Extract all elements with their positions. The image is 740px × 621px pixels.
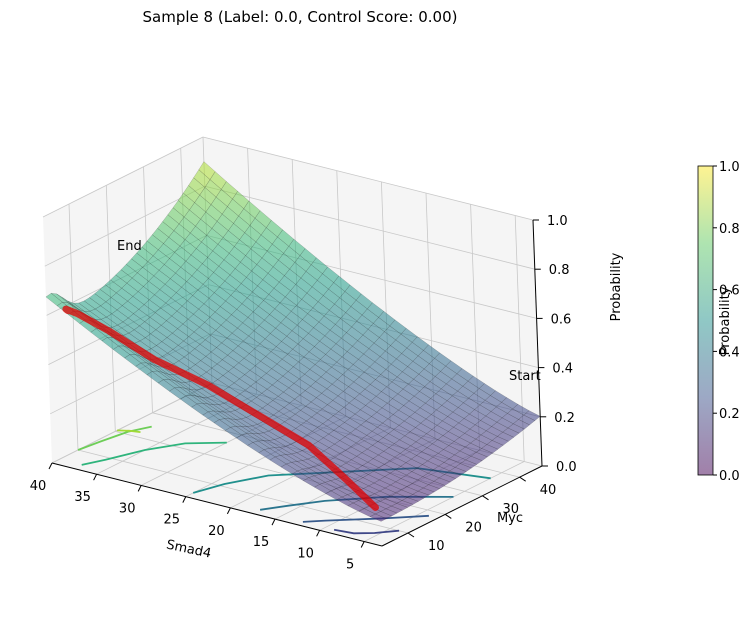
colorbar-gradient: [697, 165, 714, 476]
x-tick-mark: [93, 473, 98, 481]
colorbar-tick-label: 0.4: [719, 345, 740, 360]
y-tick-mark: [482, 495, 489, 501]
x-tick-label: 5: [346, 558, 354, 573]
z-tick-label: 0.8: [549, 263, 570, 278]
x-tick-mark: [316, 530, 321, 537]
colorbar-tick-label: 1.0: [719, 160, 740, 175]
y-tick-mark: [445, 513, 452, 519]
y-tick-label: 30: [503, 502, 520, 517]
surface-cell: [459, 459, 478, 469]
z-tick-label: 0.6: [551, 312, 572, 327]
probability-surface: [45, 161, 541, 522]
z-tick-label: 0.4: [552, 362, 573, 377]
x-tick-mark: [271, 518, 276, 526]
contour-line: [302, 514, 429, 523]
contour-line: [333, 528, 400, 535]
colorbar-tick-label: 0.0: [719, 469, 740, 484]
x-tick-label: 10: [297, 546, 314, 561]
z-axis-label: Probability: [609, 252, 624, 321]
x-tick-mark: [182, 496, 187, 503]
x-tick-mark: [360, 541, 365, 548]
x-tick-mark: [48, 462, 53, 470]
contour-line: [81, 441, 227, 466]
tick-labels: 40 35 30 25 20 15 10 5 10 20 30 40 0.0 0.2 0.4 0.6 0.8 1.…: [30, 214, 577, 573]
trajectory-end-label: End: [117, 239, 142, 254]
y-axis-label: Myc: [497, 511, 523, 526]
x-tick-mark: [226, 507, 231, 515]
x-tick-label: 25: [164, 513, 181, 528]
surface-cell: [518, 414, 536, 426]
z-tick-label: 0.0: [556, 460, 577, 475]
surface-cell: [481, 444, 499, 454]
contour-line: [117, 429, 141, 433]
axis-lines: [48, 219, 548, 548]
x-tick-mark: [137, 485, 142, 492]
y-tick-label: 40: [540, 483, 557, 498]
y-tick-mark: [519, 476, 526, 482]
surface-cell: [369, 513, 387, 522]
y-tick-label: 10: [428, 539, 445, 554]
z-grid-line: [202, 136, 534, 221]
y-tick-mark: [407, 532, 415, 538]
z-tick-label: 0.2: [554, 411, 575, 426]
z-grid-line: [42, 136, 204, 218]
y-tick-label: 20: [465, 520, 482, 535]
surface-cell: [390, 503, 409, 511]
chart-title: Sample 8 (Label: 0.0, Control Score: 0.0…: [143, 8, 458, 26]
x-axis-line: [51, 462, 383, 547]
z-axis-line: [532, 219, 543, 467]
trajectory-start-label: Start: [509, 369, 541, 384]
x-tick-label: 40: [30, 479, 47, 494]
y-axis-line: [381, 465, 543, 547]
colorbar-tick-label: 0.6: [719, 284, 740, 299]
surface-cell: [486, 440, 504, 450]
z-grid-line: [204, 185, 535, 270]
x-tick-label: 15: [253, 535, 270, 550]
x-tick-label: 20: [208, 524, 225, 539]
colorbar-tick-label: 0.8: [719, 222, 740, 237]
z-grid-line: [44, 185, 205, 267]
colorbar-tick-label: 0.2: [719, 407, 740, 422]
x-axis-label: Smad4: [165, 538, 213, 562]
colorbar: 0.0 0.2 0.4 0.6 0.8 1.0 Probability: [697, 160, 740, 484]
colorbar-label: Probability: [718, 286, 733, 355]
colorbar-ticks: 0.0 0.2 0.4 0.6 0.8 1.0: [713, 160, 740, 484]
surface-cell: [428, 481, 446, 489]
trajectory-path: [62, 305, 379, 511]
surface-cell: [465, 455, 483, 465]
surface-cell: [438, 474, 457, 483]
surface-cell: [396, 500, 414, 508]
x-grid-line: [364, 461, 525, 542]
z-tick-label: 1.0: [547, 214, 568, 229]
trajectory: [62, 305, 379, 511]
y-grid-line: [68, 203, 79, 451]
x-tick-label: 35: [74, 490, 91, 505]
surface-cell: [454, 463, 472, 472]
contour-line: [77, 425, 152, 451]
x-tick-label: 30: [119, 501, 136, 516]
